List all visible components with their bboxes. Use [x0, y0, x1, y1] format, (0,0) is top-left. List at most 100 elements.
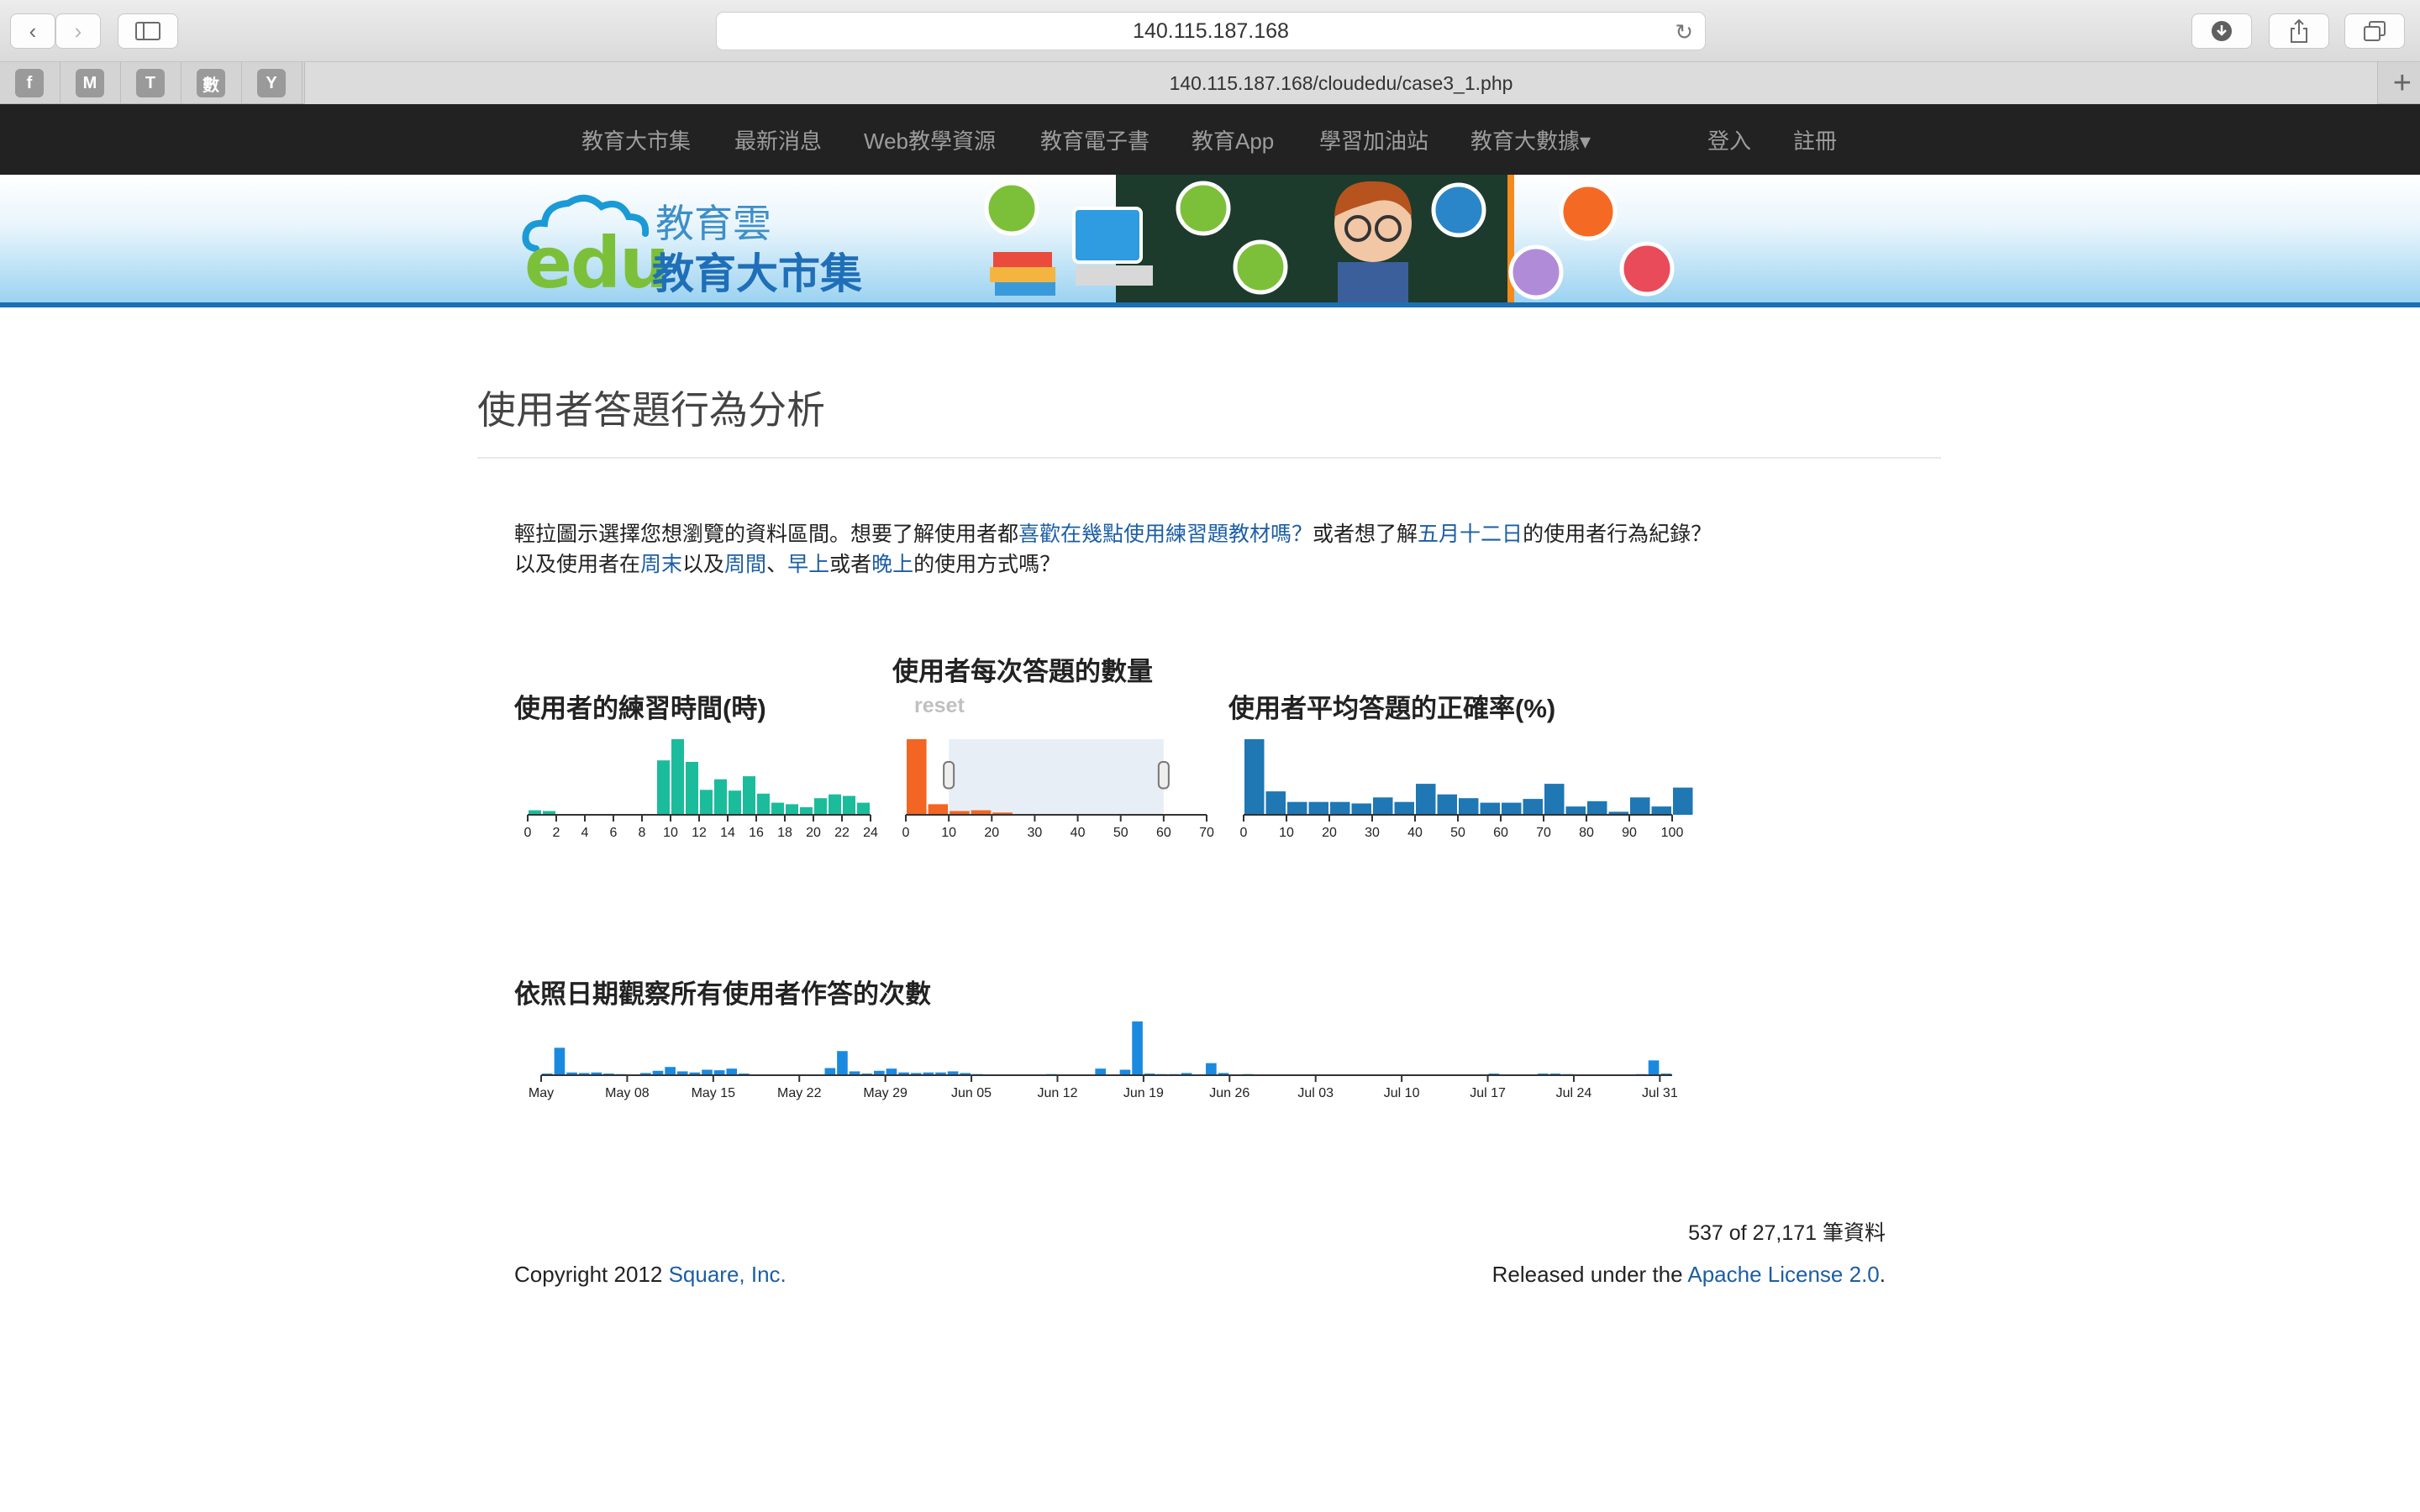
intro-line-2: 以及使用者在周末以及周間、早上或者晚上的使用方式嗎？ — [514, 548, 1060, 578]
bar — [935, 1072, 946, 1075]
x-tick-label: 0 — [524, 826, 532, 840]
bar — [686, 762, 698, 815]
link-may-12[interactable]: 五月十二日 — [1418, 522, 1523, 546]
date-chart[interactable]: May May 08 May 15 May 22 May 29 Jun 05 Jun 12 J… — [514, 1018, 1691, 1110]
bar — [676, 1071, 688, 1075]
link-weekday[interactable]: 周間 — [724, 553, 767, 576]
tab-bar: f M T 數 Y 140.115.187.168/cloudedu/case3… — [0, 62, 2420, 104]
sidebar-toggle-button[interactable] — [118, 13, 178, 49]
x-tick-label: 0 — [902, 826, 910, 840]
x-tick-label: 16 — [749, 826, 764, 840]
x-tick-label: 60 — [1156, 826, 1171, 840]
x-tick-label: 10 — [941, 826, 956, 840]
bookmark-t-icon: T — [136, 69, 165, 97]
hour-chart[interactable]: 0 2 4 6 8 10 12 14 16 18 20 22 24 — [514, 727, 884, 840]
nav-item-ebook[interactable]: 教育電子書 — [1040, 128, 1150, 154]
bar — [640, 1073, 651, 1075]
address-bar[interactable]: 140.115.187.168 ↻ — [716, 12, 1706, 50]
x-tick-label: 24 — [863, 826, 878, 840]
gmail-icon: M — [76, 69, 104, 97]
intro-text: 、 — [766, 553, 788, 576]
bar — [743, 776, 755, 815]
bar — [757, 793, 770, 815]
x-tick-label: Jul 24 — [1556, 1086, 1592, 1100]
bar — [1394, 801, 1414, 815]
favorite-slot[interactable]: f — [0, 62, 60, 104]
link-evening[interactable]: 晚上 — [871, 553, 914, 576]
browser-toolbar: ‹ › 140.115.187.168 ↻ — [0, 0, 2420, 62]
bar — [886, 1068, 897, 1075]
x-tick-label: Jun 05 — [951, 1086, 992, 1100]
bar — [771, 802, 784, 815]
register-link[interactable]: 註冊 — [1793, 128, 1838, 154]
share-button[interactable] — [2269, 13, 2329, 49]
count-chart[interactable]: 0 10 20 30 40 50 60 70 — [892, 727, 1228, 840]
active-tab[interactable]: 140.115.187.168/cloudedu/case3_1.php — [304, 62, 2378, 104]
downloads-button[interactable] — [2191, 13, 2252, 49]
bar — [714, 779, 727, 815]
license: Released under the Apache License 2.0. — [1492, 1262, 1886, 1288]
nav-item-news[interactable]: 最新消息 — [734, 128, 823, 154]
bar — [566, 1072, 577, 1075]
bar — [923, 1072, 934, 1075]
bar — [1206, 1063, 1217, 1075]
bar — [578, 1073, 590, 1075]
square-link[interactable]: Square, Inc. — [668, 1262, 786, 1287]
favorite-slot[interactable]: M — [60, 62, 121, 104]
page-title: 使用者答題行為分析 — [477, 388, 825, 432]
nav-item-app[interactable]: 教育App — [1192, 128, 1275, 154]
bar — [591, 1072, 602, 1075]
bar — [1565, 806, 1586, 815]
logo-big-text: 教育大市集 — [652, 250, 862, 297]
x-tick-label: 70 — [1536, 826, 1551, 840]
bar — [529, 810, 541, 815]
bar — [713, 1070, 725, 1075]
download-icon — [2212, 21, 2232, 41]
reset-link[interactable]: reset — [914, 694, 965, 717]
favorite-slot[interactable]: 數 — [182, 62, 242, 104]
forward-button[interactable]: › — [55, 13, 101, 49]
tab-title: 140.115.187.168/cloudedu/case3_1.php — [1169, 71, 1513, 94]
nav-item-web-resources[interactable]: Web教學資源 — [864, 128, 996, 154]
nav-item-market[interactable]: 教育大市集 — [581, 128, 692, 154]
x-tick-label: 100 — [1661, 826, 1684, 840]
back-button[interactable]: ‹ — [10, 13, 55, 49]
link-morning[interactable]: 早上 — [787, 553, 830, 576]
x-tick-label: May — [529, 1086, 554, 1100]
bar — [671, 739, 684, 815]
banner-illustration — [975, 175, 1681, 302]
site-logo[interactable]: edu 教育雲 教育大市集 — [519, 185, 872, 304]
bar — [1651, 806, 1671, 815]
bar — [1480, 802, 1500, 815]
accuracy-chart[interactable]: 0 10 20 30 40 50 60 70 80 90 100 — [1228, 727, 1693, 840]
link-weekend[interactable]: 周末 — [640, 553, 683, 576]
link-favorite-hours[interactable]: 喜歡在幾點使用練習題教材嗎？ — [1018, 522, 1313, 546]
x-tick-label: 18 — [777, 826, 792, 840]
record-count: 537 of 27,171 筆資料 — [1688, 1221, 1886, 1245]
login-link[interactable]: 登入 — [1707, 128, 1752, 154]
bar — [874, 1070, 885, 1075]
brush-handle[interactable] — [943, 761, 955, 790]
brush-extent[interactable] — [949, 739, 1164, 815]
reload-icon[interactable]: ↻ — [1675, 19, 1693, 45]
brush-handle[interactable] — [1157, 761, 1170, 790]
apache-license-link[interactable]: Apache License 2.0 — [1687, 1262, 1880, 1287]
intro-text: 的使用方式嗎？ — [913, 553, 1061, 576]
nav-item-learning-station[interactable]: 學習加油站 — [1319, 128, 1429, 154]
bar — [543, 811, 555, 815]
favorite-slot[interactable]: Y — [242, 62, 302, 104]
x-tick-label: Jun 12 — [1037, 1086, 1077, 1100]
license-suffix: . — [1879, 1262, 1886, 1287]
favorite-slot[interactable]: T — [121, 62, 182, 104]
x-tick-label: May 29 — [863, 1086, 908, 1100]
bar — [657, 760, 670, 815]
x-tick-label: 70 — [1199, 826, 1214, 840]
tabs-overview-button[interactable] — [2344, 13, 2405, 49]
x-tick-label: 10 — [663, 826, 678, 840]
bar — [702, 1069, 713, 1075]
yahoo-icon: Y — [257, 69, 286, 97]
new-tab-plus-icon[interactable]: + — [2392, 66, 2412, 101]
bar — [814, 798, 827, 815]
bar — [1544, 784, 1565, 815]
nav-item-big-data-dropdown[interactable]: 教育大數據▾ — [1470, 128, 1591, 154]
